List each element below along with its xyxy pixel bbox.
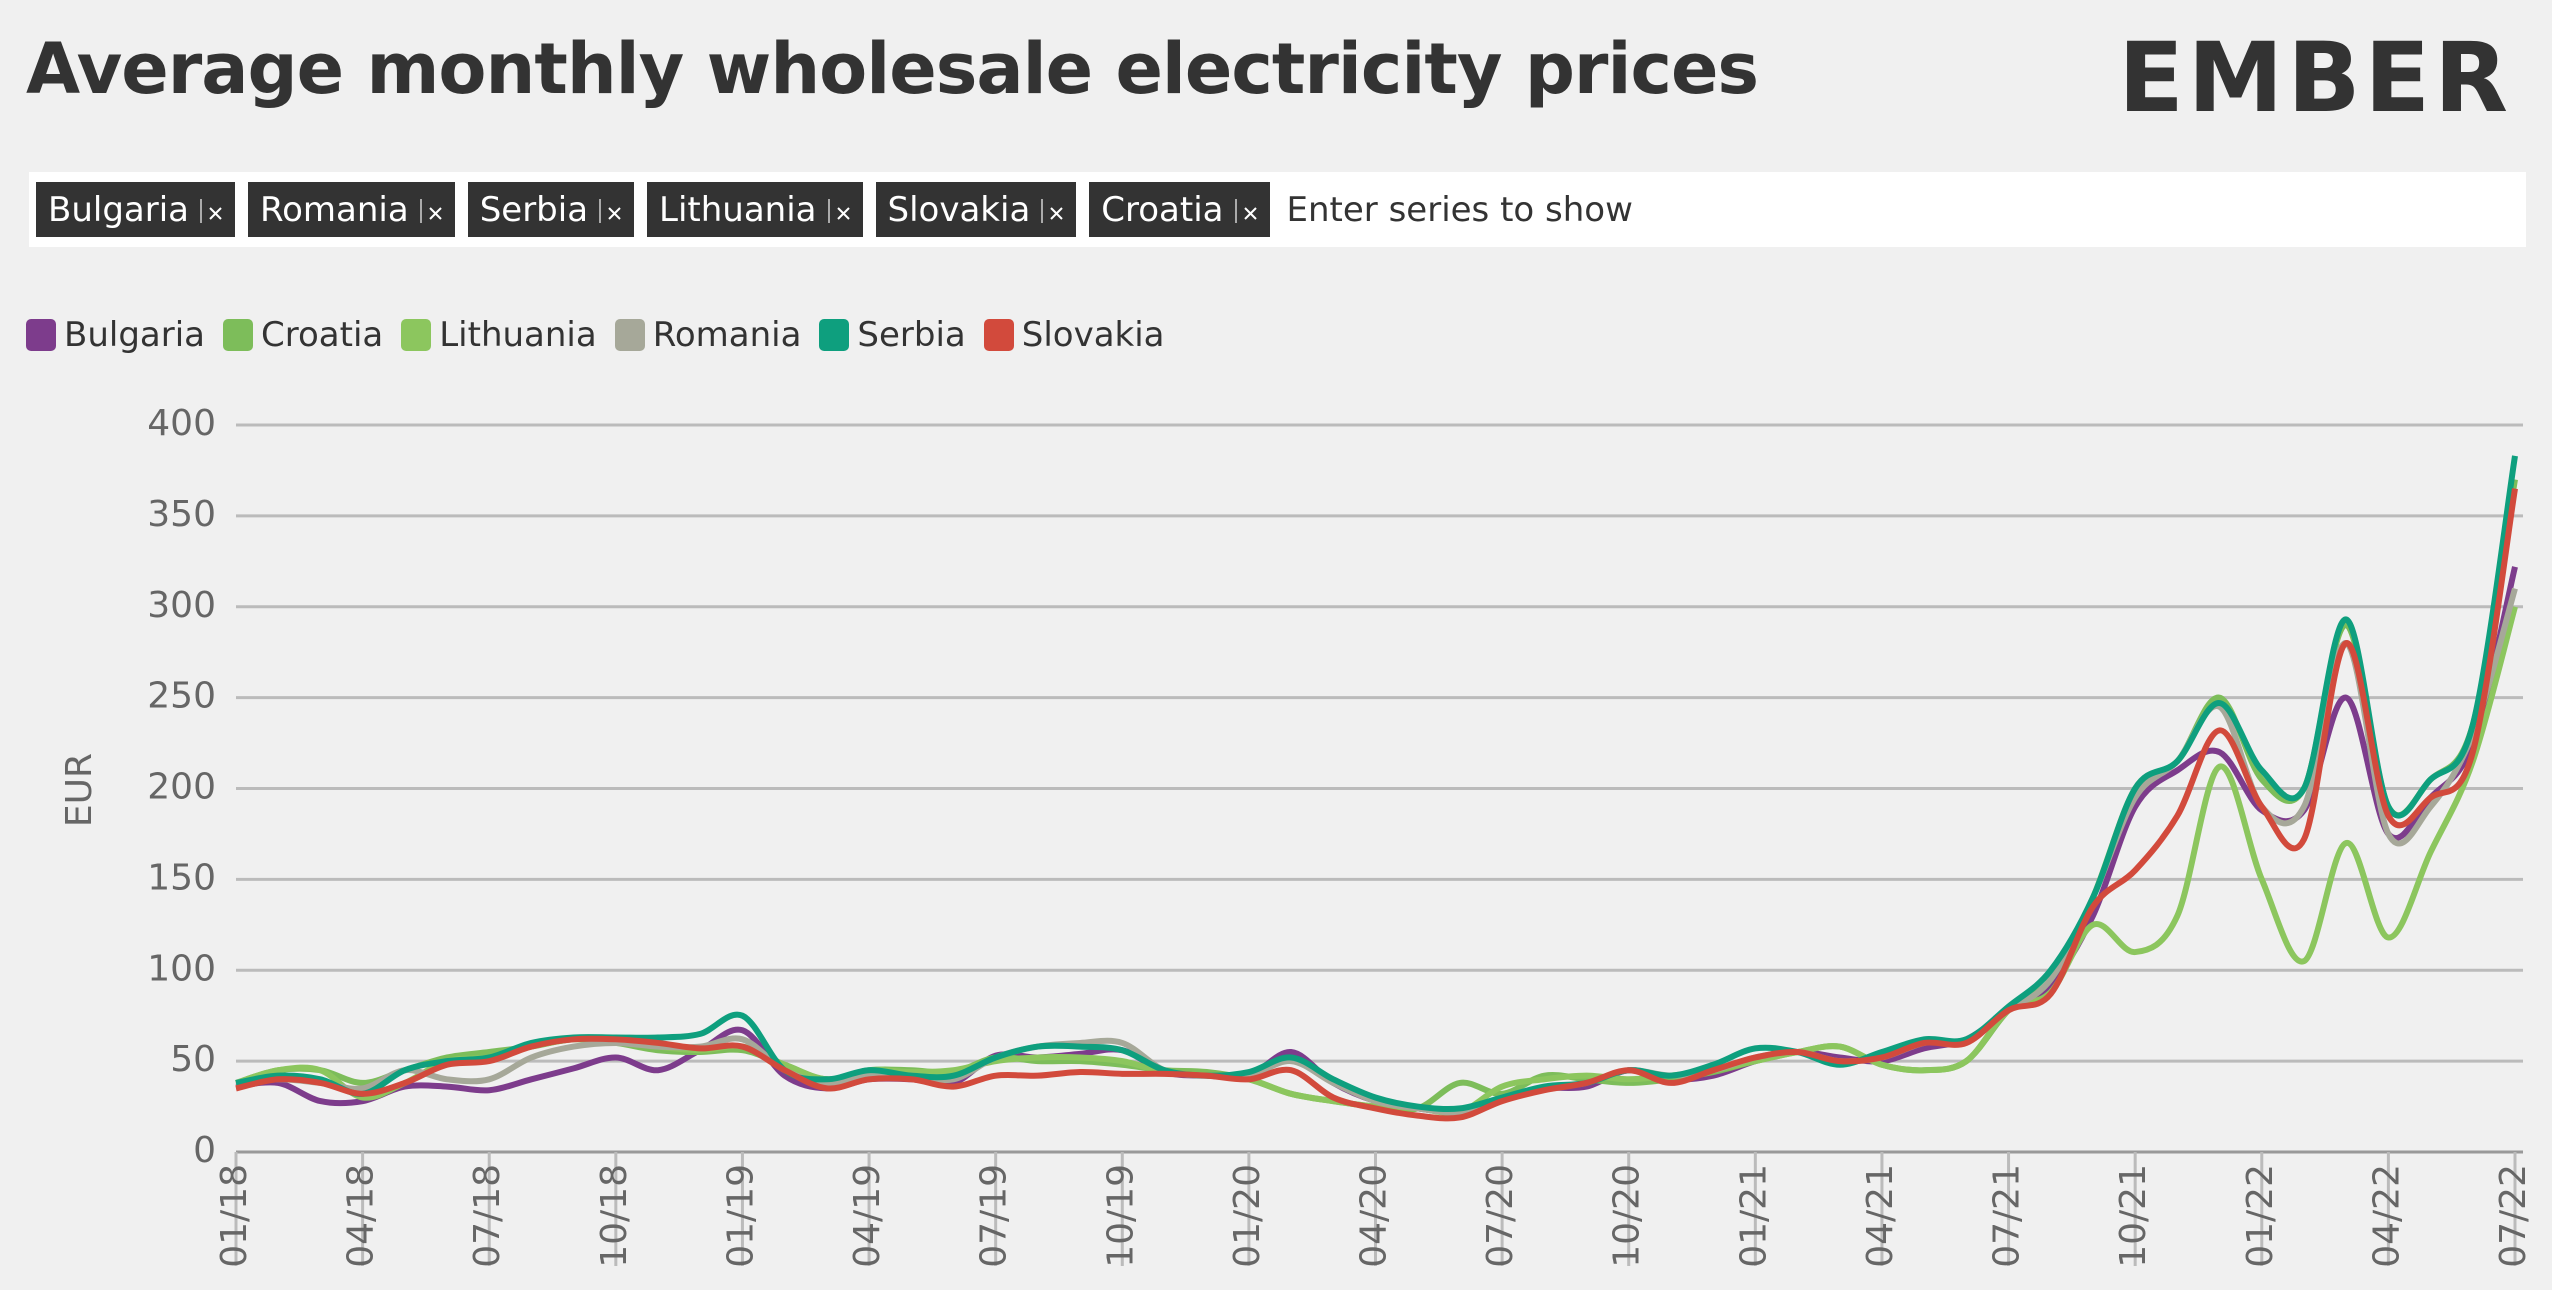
cross: [608, 206, 621, 220]
tag-label: Romania: [260, 189, 409, 230]
filter-tag[interactable]: Romania: [248, 182, 455, 237]
x-tick-label: 10/19: [1100, 1164, 1141, 1268]
cross: [209, 206, 222, 220]
series-line: [235, 587, 2518, 1116]
series-line: [235, 455, 2518, 1112]
remove-icon[interactable]: [417, 195, 447, 225]
x-tick-label: 01/18: [214, 1164, 255, 1268]
remove-icon[interactable]: [1232, 195, 1262, 225]
legend-label: Bulgaria: [64, 315, 205, 355]
x-tick-label: 07/19: [974, 1164, 1015, 1268]
filter-tag[interactable]: Slovakia: [875, 182, 1077, 237]
x-tick-label: 10/21: [2113, 1164, 2154, 1268]
remove-icon[interactable]: [1038, 195, 1068, 225]
cross: [428, 206, 442, 220]
legend-label: Lithuania: [439, 315, 597, 355]
legend: Bulgaria Croatia Lithuania Romania Serbia Slo…: [26, 315, 1165, 355]
series-line: [235, 488, 2518, 1122]
tag-label: Bulgaria: [48, 189, 189, 230]
legend-label: Romania: [652, 315, 802, 355]
x-tick-label: 07/18: [467, 1164, 508, 1268]
legend-swatch: [223, 319, 253, 351]
legend-label: Slovakia: [1021, 315, 1165, 355]
y-tick-label: 400: [147, 403, 216, 444]
filter-tag[interactable]: Croatia: [1089, 182, 1270, 237]
series-line: [235, 479, 2518, 1113]
y-tick-label: 200: [147, 767, 216, 808]
x-tick-label: 04/18: [341, 1164, 382, 1268]
filter-tag[interactable]: Serbia: [467, 182, 635, 237]
legend-label: Serbia: [857, 315, 966, 355]
x-tick-label: 07/21: [1987, 1164, 2028, 1268]
remove-icon[interactable]: [596, 195, 626, 225]
legend-swatch: [819, 319, 850, 351]
legend-item: Lithuania: [401, 315, 597, 355]
x-tick-label: 04/20: [1354, 1164, 1395, 1268]
legend-swatch: [26, 319, 56, 351]
x-tick-label: 07/20: [1480, 1164, 1521, 1268]
series-line: [235, 566, 2518, 1116]
cross: [1050, 206, 1063, 220]
y-tick-label: 350: [147, 494, 216, 535]
legend-item: Serbia: [819, 315, 966, 355]
x-tick-label: 01/21: [1733, 1164, 1774, 1268]
logo: EMBER: [2118, 22, 2512, 134]
x-tick-label: 04/19: [847, 1164, 888, 1268]
remove-icon[interactable]: [825, 195, 855, 225]
x-tick-label: 10/20: [1607, 1164, 1648, 1268]
legend-label: Croatia: [261, 315, 384, 355]
placeholder[interactable]: Enter series to show: [1286, 189, 1633, 230]
filter-tag[interactable]: Bulgaria: [36, 182, 235, 237]
legend-item: Romania: [614, 315, 802, 355]
cross: [836, 206, 850, 220]
title: Average monthly wholesale electricity pr…: [26, 28, 1759, 110]
y-tick-label: 0: [193, 1130, 216, 1171]
remove-icon[interactable]: [197, 195, 227, 225]
y-axis-label: EUR: [59, 753, 100, 827]
legend-swatch: [983, 319, 1014, 351]
tag-label: Lithuania: [659, 189, 817, 230]
x-tick-label: 01/20: [1227, 1164, 1268, 1268]
tag-label: Croatia: [1101, 189, 1224, 230]
tag-label: Slovakia: [887, 189, 1031, 230]
cross: [1243, 206, 1257, 220]
y-tick-label: 250: [147, 676, 216, 717]
x-tick-label: 01/22: [2240, 1164, 2281, 1268]
x-tick-label: 10/18: [594, 1164, 635, 1268]
x-tick-label: 07/22: [2493, 1164, 2534, 1268]
series-filter[interactable]: Bulgaria Romania Serbia Lithuania Slovakia Cr…: [29, 172, 2526, 247]
legend-item: Croatia: [223, 315, 383, 355]
y-tick-label: 300: [147, 585, 216, 626]
y-tick-label: 50: [170, 1039, 216, 1080]
legend-swatch: [614, 319, 645, 351]
legend-item: Slovakia: [983, 315, 1165, 355]
tag-label: Serbia: [479, 189, 589, 230]
legend-swatch: [401, 319, 432, 351]
x-tick-label: 04/22: [2366, 1164, 2407, 1268]
y-tick-label: 150: [147, 857, 216, 898]
filter-tag[interactable]: Lithuania: [647, 182, 863, 237]
x-tick-label: 04/21: [1860, 1164, 1901, 1268]
legend-item: Bulgaria: [26, 315, 205, 355]
x-tick-label: 01/19: [720, 1164, 761, 1268]
y-tick-label: 100: [147, 948, 216, 989]
